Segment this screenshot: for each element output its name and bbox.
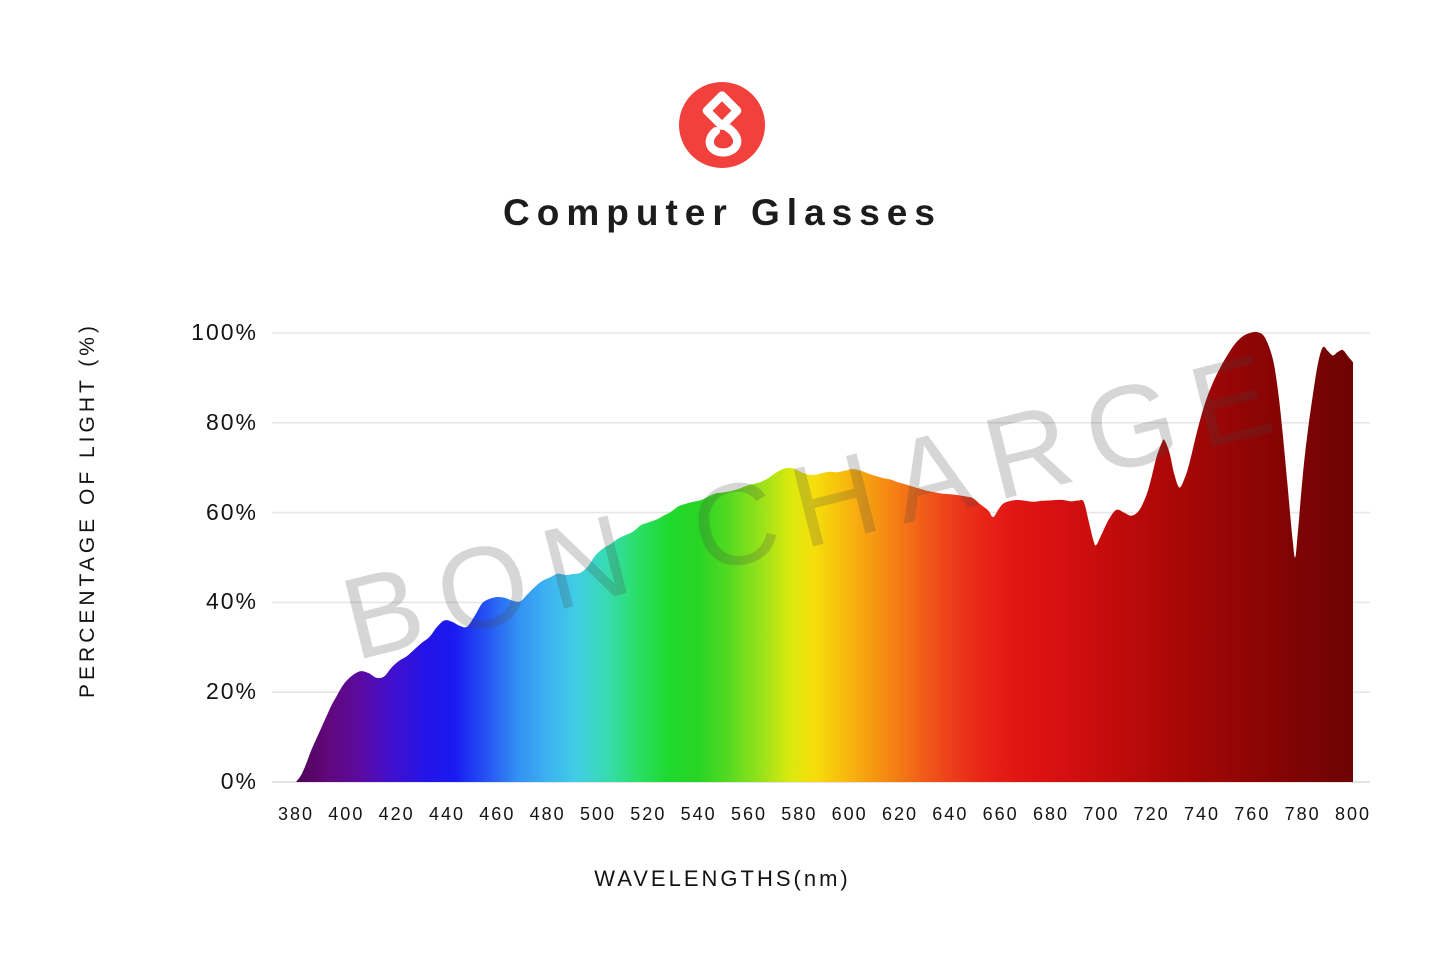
x-tick-label: 680 — [1032, 804, 1070, 824]
x-tick-label: 760 — [1234, 804, 1271, 824]
x-tick-label: 500 — [579, 804, 617, 824]
x-tick-label: 560 — [730, 804, 768, 824]
x-tick-label: 620 — [881, 804, 919, 824]
x-tick-label: 440 — [428, 804, 466, 824]
bon-charge-logo — [679, 82, 765, 168]
x-tick-label: 420 — [378, 804, 415, 824]
y-tick-label: 100% — [191, 319, 258, 345]
transmission-area — [296, 331, 1353, 782]
x-tick-label: 380 — [277, 804, 315, 824]
y-tick-label: 60% — [205, 498, 258, 525]
x-tick-label: 800 — [1334, 804, 1372, 824]
x-tick-label: 400 — [328, 804, 365, 824]
x-tick-label: 480 — [529, 804, 566, 824]
y-tick-label: 40% — [205, 588, 258, 615]
x-tick-label: 720 — [1133, 804, 1170, 824]
x-tick-label: 780 — [1284, 804, 1321, 824]
x-tick-label: 520 — [630, 804, 667, 824]
x-tick-label: 640 — [932, 804, 969, 824]
x-tick-label: 460 — [479, 804, 516, 824]
x-tick-label: 580 — [781, 804, 818, 824]
y-tick-label: 0% — [220, 768, 258, 794]
x-tick-label: 540 — [680, 804, 717, 824]
x-axis-title: WAVELENGTHS(nm) — [594, 866, 851, 891]
y-tick-label: 20% — [205, 678, 258, 705]
x-tick-label: 660 — [982, 804, 1019, 824]
x-tick-label: 700 — [1083, 804, 1120, 824]
x-tick-label: 600 — [831, 804, 868, 824]
y-tick-label: 80% — [205, 408, 258, 435]
page-title: Computer Glasses — [503, 192, 942, 233]
bon-charge-logo-icon — [679, 82, 765, 168]
x-tick-label: 740 — [1183, 804, 1221, 824]
